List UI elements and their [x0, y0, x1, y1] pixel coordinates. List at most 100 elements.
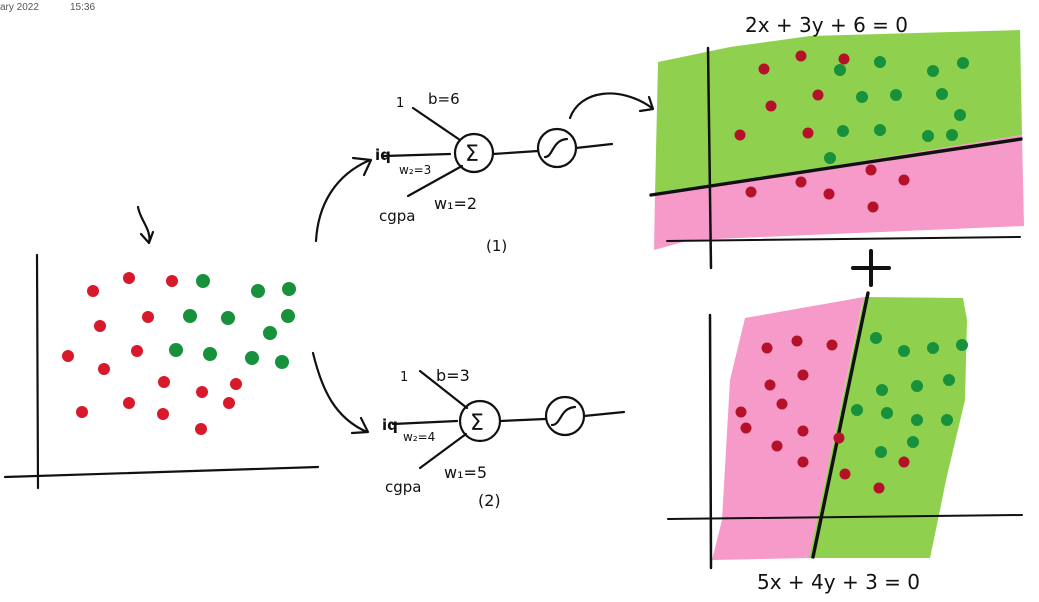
header-time: 15:36	[70, 2, 96, 13]
plot1-green-point	[946, 129, 958, 141]
plot2-green-point	[851, 404, 863, 416]
plot1-decision-line	[649, 137, 1023, 197]
plot1-red-point	[802, 127, 814, 139]
scatter-red-point	[62, 350, 74, 362]
plot1-x-axis	[666, 236, 1021, 242]
scatter-red-point	[98, 363, 110, 375]
p2-bias-label: b=3	[436, 366, 470, 385]
p2-input-iq-line	[391, 419, 459, 426]
plot1-red-point	[758, 63, 770, 75]
plot2-red-point	[764, 379, 776, 391]
data-points	[62, 50, 969, 494]
plot2-red-point	[833, 432, 845, 444]
plot2-green-point	[941, 414, 953, 426]
scatter-red-point	[230, 378, 242, 390]
plot1-green-point	[824, 152, 836, 164]
p2-sigmoid-icon	[550, 405, 577, 427]
plot2-green-point	[876, 384, 888, 396]
plot1-red-point	[823, 188, 835, 200]
arrow-to-perceptron-1	[314, 156, 373, 243]
plot2-green-point	[907, 436, 919, 448]
p2-input-one: 1	[400, 370, 408, 385]
p1-sigmoid-icon	[543, 137, 569, 159]
plot1-green-point	[837, 125, 849, 137]
scatter-green-point	[245, 351, 259, 365]
plot1-red-point	[765, 100, 777, 112]
plot2-red-point	[797, 456, 809, 468]
plot2-red-point	[771, 440, 783, 452]
plot1-red-point	[795, 176, 807, 188]
p1-activation-node	[536, 127, 578, 169]
plot2-equation: 5x + 4y + 3 = 0	[757, 570, 920, 594]
plot2-red-point	[797, 425, 809, 437]
plot2-green-region	[809, 297, 967, 558]
scatter-red-point	[157, 408, 169, 420]
scatter-green-point	[203, 347, 217, 361]
plot2-red-point	[791, 335, 803, 347]
plot1-red-point	[795, 50, 807, 62]
plot1-green-point	[922, 130, 934, 142]
plot2-green-point	[875, 446, 887, 458]
scatter-green-point	[183, 309, 197, 323]
plot2-red-point	[826, 339, 838, 351]
plot2-red-point	[776, 398, 788, 410]
scatter-green-point	[263, 326, 277, 340]
p1-input-iq-line	[382, 152, 452, 158]
plot1-red-point	[812, 89, 824, 101]
p1-cgpa-label: cgpa	[379, 207, 415, 225]
scatter-red-point	[223, 397, 235, 409]
p1-iq-label: iq	[375, 146, 391, 164]
plot2-green-point	[911, 380, 923, 392]
p1-w2-label: w₂=3	[399, 163, 431, 177]
scatter-red-point	[195, 423, 207, 435]
plot1-green-point	[834, 64, 846, 76]
p1-sum-symbol: Σ	[465, 142, 479, 167]
scatter-red-point	[196, 386, 208, 398]
plot1-pink-region	[654, 135, 1024, 250]
p1-output-line	[574, 142, 614, 150]
scatter-red-point	[94, 320, 106, 332]
arrow-to-perceptron-2	[311, 351, 370, 435]
scatter-red-point	[131, 345, 143, 357]
plot1-green-point	[874, 124, 886, 136]
scatter-red-point	[76, 406, 88, 418]
p2-sum-symbol: Σ	[470, 411, 484, 436]
p1-index-label: (1)	[486, 237, 507, 255]
scatter-green-point	[196, 274, 210, 288]
plot2-red-point	[735, 406, 747, 418]
scatter-red-point	[87, 285, 99, 297]
arrow-to-plot-1	[568, 92, 655, 120]
scatter-green-point	[221, 311, 235, 325]
plot1-y-axis	[706, 46, 713, 270]
scatter-red-point	[123, 397, 135, 409]
plot2-green-point	[943, 374, 955, 386]
plot2-green-point	[956, 339, 968, 351]
p2-index-label: (2)	[478, 491, 501, 510]
plot2-green-point	[927, 342, 939, 354]
p2-cgpa-label: cgpa	[385, 478, 421, 496]
plus-sign-icon	[851, 249, 891, 287]
scatter-green-point	[281, 309, 295, 323]
p1-input-one: 1	[396, 96, 404, 111]
plot1-green-point	[927, 65, 939, 77]
scatter-green-point	[282, 282, 296, 296]
p2-activation-node	[544, 395, 586, 437]
plot2-green-point	[898, 345, 910, 357]
p2-w1-label: w₁=5	[444, 463, 487, 482]
plot2-green-point	[870, 332, 882, 344]
scatter-green-point	[251, 284, 265, 298]
plot1-red-point	[898, 174, 910, 186]
plot1-red-point	[745, 186, 757, 198]
plot2-pink-region	[712, 297, 864, 560]
plot1-red-point	[865, 164, 877, 176]
plot2-green-point	[881, 407, 893, 419]
scatter-y-axis	[35, 253, 40, 490]
scatter-red-point	[158, 376, 170, 388]
plot2-red-point	[898, 456, 910, 468]
scatter-green-point	[169, 343, 183, 357]
plot2-red-point	[873, 482, 885, 494]
plot1-equation: 2x + 3y + 6 = 0	[745, 13, 908, 37]
scatter-red-point	[142, 311, 154, 323]
p2-input-cgpa-line	[418, 432, 468, 470]
